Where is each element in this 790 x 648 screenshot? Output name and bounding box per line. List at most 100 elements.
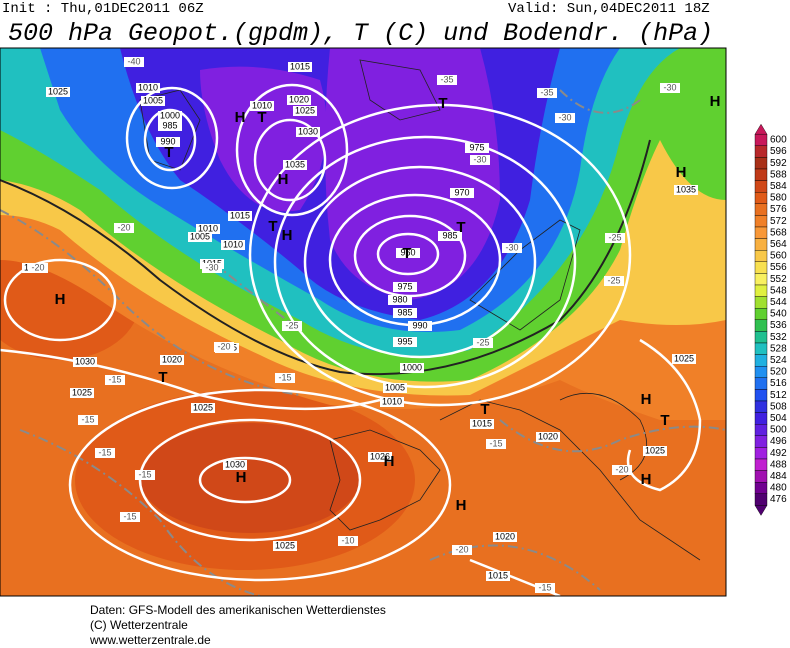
isobar-label: 1035: [676, 184, 696, 194]
colorbar-swatch: [754, 493, 768, 506]
isobar-label-box: [493, 532, 517, 542]
colorbar-label: 504: [770, 413, 787, 424]
isotherm-label-box: [78, 415, 98, 425]
isotherm-label-box: [612, 465, 632, 475]
pressure-center: H: [676, 164, 687, 181]
isobar-label: 1025: [193, 402, 213, 412]
colorbar-label: 532: [770, 332, 787, 343]
colorbar-label: 496: [770, 436, 787, 447]
isobar-label-box: [196, 224, 220, 234]
isobar-label: 1005: [385, 382, 405, 392]
map-frame: [0, 47, 727, 597]
isobar-label: 1010: [252, 100, 272, 110]
pressure-center: T: [402, 245, 411, 262]
isotherm-label-box: [502, 243, 522, 253]
isotherm-label-box: [202, 263, 222, 273]
isobar-label-box: [408, 321, 432, 331]
isotherm-label: -25: [608, 232, 621, 242]
colorbar-swatch: [754, 249, 768, 262]
data-source: Daten: GFS-Modell des amerikanischen Wet…: [90, 603, 386, 617]
pressure-center: H: [456, 497, 467, 514]
colorbar-label: 580: [770, 193, 787, 204]
isotherm-label: -20: [217, 341, 230, 351]
isotherm-label-box: [605, 233, 625, 243]
colorbar-label: 556: [770, 262, 787, 273]
isotherm-label: -15: [98, 447, 111, 457]
isotherm-label: -20: [455, 544, 468, 554]
isobar-label: 990: [412, 320, 427, 330]
isobar-label: 1035: [285, 159, 305, 169]
isobar-label: 985: [442, 230, 457, 240]
front-line: [0, 139, 651, 376]
isobar-label: 1015: [488, 570, 508, 580]
map-title: 500 hPa Geopot.(gpdm), T (C) und Bodendr…: [8, 19, 713, 48]
colorbar-swatch: [754, 296, 768, 309]
colorbar-swatch: [754, 377, 768, 390]
isobar-label: 1015: [472, 418, 492, 428]
map-labels: 1015101010051000985990102510351030102010…: [22, 56, 720, 593]
isobar-label: 1020: [538, 431, 558, 441]
isobar-label: 1010: [223, 239, 243, 249]
pressure-center: H: [710, 93, 721, 110]
isotherm-label: -25: [476, 337, 489, 347]
isobar-label-box: [283, 160, 307, 170]
isotherm-label: -25: [607, 275, 620, 285]
isotherm-label: -20: [31, 262, 44, 272]
pressure-center: H: [384, 453, 395, 470]
warm-core: [140, 423, 360, 533]
isotherm-label-box: [486, 439, 506, 449]
isobar-label: 1015: [290, 61, 310, 71]
colorbar-label: 544: [770, 297, 787, 308]
colorbar-label: 512: [770, 390, 787, 401]
isobar-label: 1000: [402, 362, 422, 372]
isobar-label: 1010: [198, 223, 218, 233]
isotherm-label: -30: [505, 242, 518, 252]
colorbar-swatch: [754, 180, 768, 193]
isobar-label: 960: [400, 247, 415, 257]
isobar-label: 1030: [75, 356, 95, 366]
colorbar-swatch: [754, 458, 768, 471]
colorbar-swatch: [754, 273, 768, 286]
pressure-center: H: [55, 291, 66, 308]
isobar-label-box: [158, 121, 182, 131]
colorbar-swatch: [754, 133, 768, 146]
isotherm-label-box: [95, 448, 115, 458]
pressure-center: H: [236, 469, 247, 486]
colorbar-label: 536: [770, 320, 787, 331]
isobar-label-box: [393, 282, 417, 292]
colorbar-swatch: [754, 261, 768, 274]
isobar-label-box: [388, 295, 412, 305]
isotherm-label-box: [537, 88, 557, 98]
isobar-label: 1020: [495, 531, 515, 541]
isotherm-label-box: [282, 321, 302, 331]
pressure-center: H: [235, 109, 246, 126]
isotherm-label-box: [105, 375, 125, 385]
isobar-label: 975: [469, 142, 484, 152]
isobar-label: 1005: [190, 231, 210, 241]
isobar-label-box: [450, 188, 474, 198]
colorbar-swatch: [754, 331, 768, 344]
colorbar-label: 588: [770, 169, 787, 180]
isobar-label: 985: [397, 307, 412, 317]
isobar-label-box: [396, 248, 420, 258]
colorbar-label: 596: [770, 146, 787, 157]
colorbar-swatch: [754, 424, 768, 437]
isobar-label-box: [438, 231, 462, 241]
colorbar-swatch: [754, 354, 768, 367]
isobar-label-box: [393, 308, 417, 318]
isobar-label-box: [287, 95, 311, 105]
colorbar-swatch: [754, 342, 768, 355]
isobar-label: 1025: [674, 353, 694, 363]
coastline: [139, 59, 701, 561]
colorbar-swatch: [754, 238, 768, 251]
isobar-label: 1025: [295, 105, 315, 115]
colorbar-label: 600: [770, 135, 787, 146]
isotherm-label-box: [28, 263, 48, 273]
isobar-label-box: [393, 337, 417, 347]
isobar-label-box: [136, 83, 160, 93]
isotherm-label-box: [470, 155, 490, 165]
isotherm-label-box: [124, 57, 144, 67]
website: www.wetterzentrale.de: [89, 633, 211, 647]
isotherm-label: -15: [489, 438, 502, 448]
isotherm-label-box: [338, 536, 358, 546]
